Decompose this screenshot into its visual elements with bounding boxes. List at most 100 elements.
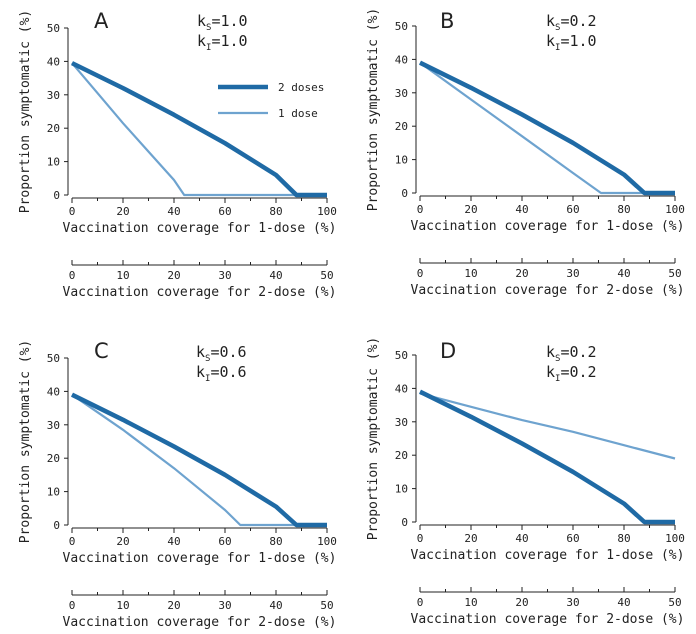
x2-tick-label: 40 <box>617 267 630 280</box>
x-tick-label: 60 <box>218 205 231 218</box>
x2-tick-label: 50 <box>668 596 681 609</box>
param-ks-value: =0.2 <box>560 343 596 361</box>
param-ki-value: =0.6 <box>210 363 246 381</box>
param-ki-value: =1.0 <box>211 32 247 50</box>
y-tick-label: 10 <box>395 154 408 167</box>
param-ki-sub: I <box>205 374 210 384</box>
x-tick-label: 80 <box>269 535 282 548</box>
x2-tick-label: 30 <box>566 596 579 609</box>
y-tick-label: 20 <box>47 122 60 135</box>
y-tick-label: 0 <box>401 187 408 200</box>
param-ki-sub: I <box>555 374 560 384</box>
x2-tick-label: 50 <box>320 599 333 612</box>
x-tick-label: 100 <box>317 205 337 218</box>
x2-tick-label: 20 <box>515 596 528 609</box>
y-tick-label: 0 <box>401 516 408 529</box>
panel-b: 0 10 20 30 40 50 Proportion symptomatic (%) 0 20… <box>366 8 685 298</box>
y-axis-title: Proportion symptomatic (%) <box>18 340 33 544</box>
x-tick-label: 20 <box>464 532 477 545</box>
x-axis-title-2dose: Vaccination coverage for 2-dose (%) <box>411 612 685 627</box>
x2-tick-label: 10 <box>116 599 129 612</box>
y-tick-label: 10 <box>47 156 60 169</box>
x-tick-label: 60 <box>566 532 579 545</box>
x2-tick-label: 50 <box>320 269 333 282</box>
legend-label-2-doses: 2 doses <box>278 81 324 94</box>
param-ki-sub: I <box>206 43 211 53</box>
param-ki-value: =0.2 <box>560 363 596 381</box>
param-ks-sub: S <box>206 23 211 33</box>
x-axis-title-1dose: Vaccination coverage for 1-dose (%) <box>63 221 337 236</box>
x2-tick-label: 30 <box>218 269 231 282</box>
x-tick-label: 80 <box>269 205 282 218</box>
y-axis-title: Proportion symptomatic (%) <box>366 8 381 212</box>
y-tick-label: 0 <box>53 519 60 532</box>
y-tick-label: 40 <box>47 385 60 398</box>
x2-tick-label: 20 <box>167 269 180 282</box>
y-tick-label: 50 <box>395 20 408 33</box>
param-ki-label: kI=0.2 <box>546 363 597 384</box>
y-tick-label: 50 <box>395 349 408 362</box>
x2-tick-label: 40 <box>617 596 630 609</box>
series-line-2-doses <box>71 392 327 528</box>
x2-tick-label: 0 <box>417 596 424 609</box>
panel-d: 0 10 20 30 40 50 Proportion symptomatic (%) 0 20… <box>366 337 685 627</box>
y-tick-label: 40 <box>395 382 408 395</box>
panel-letter: A <box>94 9 109 33</box>
x-axis-title-1dose: Vaccination coverage for 1-dose (%) <box>63 551 337 566</box>
panel-letter: C <box>94 339 109 363</box>
param-ki-label: kI=1.0 <box>546 32 597 53</box>
x2-tick-label: 0 <box>417 267 424 280</box>
x2-tick-label: 30 <box>218 599 231 612</box>
param-ks-label: kS=1.0 <box>197 12 248 33</box>
x-tick-label: 0 <box>417 203 424 216</box>
x2-tick-label: 10 <box>464 596 477 609</box>
panel-letter: B <box>440 9 454 33</box>
x2-tick-label: 10 <box>464 267 477 280</box>
y-tick-label: 50 <box>47 22 60 35</box>
y-tick-label: 10 <box>395 483 408 496</box>
series-line-1-dose <box>71 393 327 527</box>
param-ks-sub: S <box>555 23 560 33</box>
param-ks-label: kS=0.2 <box>546 12 597 33</box>
param-ki-label: kI=0.6 <box>196 363 247 384</box>
y-tick-label: 20 <box>47 452 60 465</box>
y-tick-label: 30 <box>47 419 60 432</box>
x2-tick-label: 0 <box>69 269 76 282</box>
x2-tick-label: 20 <box>515 267 528 280</box>
x-axis-title-1dose: Vaccination coverage for 1-dose (%) <box>411 548 685 563</box>
x-axis-title-1dose: Vaccination coverage for 1-dose (%) <box>411 219 685 234</box>
y-tick-label: 50 <box>47 352 60 365</box>
x2-tick-label: 0 <box>69 599 76 612</box>
series-line-2-doses <box>419 389 675 525</box>
y-tick-label: 20 <box>395 449 408 462</box>
x-tick-label: 60 <box>218 535 231 548</box>
series-line-1-dose <box>419 392 676 460</box>
x-tick-label: 80 <box>617 203 630 216</box>
param-ks-label: kS=0.2 <box>546 343 597 364</box>
x-axis-title-2dose: Vaccination coverage for 2-dose (%) <box>411 283 685 298</box>
x-tick-label: 60 <box>566 203 579 216</box>
x2-tick-label: 50 <box>668 267 681 280</box>
x-tick-label: 40 <box>515 203 528 216</box>
x-tick-label: 100 <box>665 203 685 216</box>
param-ks-value: =0.6 <box>210 343 246 361</box>
x2-tick-label: 20 <box>167 599 180 612</box>
y-tick-label: 40 <box>47 55 60 68</box>
y-tick-label: 30 <box>395 416 408 429</box>
y-tick-label: 20 <box>395 120 408 133</box>
x-tick-label: 40 <box>167 205 180 218</box>
series-line-1-dose <box>419 61 675 195</box>
x-tick-label: 20 <box>116 205 129 218</box>
series-line-1-dose <box>71 62 327 197</box>
y-tick-label: 0 <box>53 189 60 202</box>
x-tick-label: 0 <box>69 535 76 548</box>
y-axis-title: Proportion symptomatic (%) <box>18 10 33 214</box>
param-ki-value: =1.0 <box>560 32 596 50</box>
y-tick-label: 30 <box>395 87 408 100</box>
param-ks-value: =0.2 <box>560 12 596 30</box>
y-tick-label: 30 <box>47 89 60 102</box>
x-tick-label: 100 <box>665 532 685 545</box>
y-tick-label: 10 <box>47 486 60 499</box>
panel-letter: D <box>440 339 456 363</box>
